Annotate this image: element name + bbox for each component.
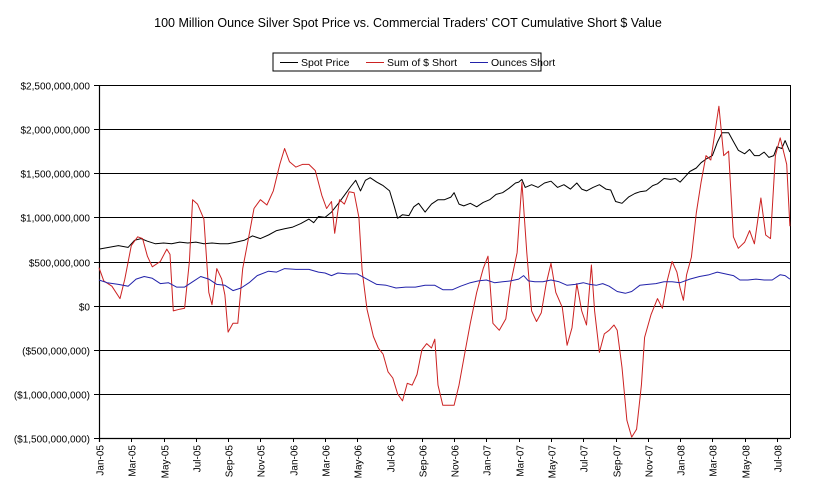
x-tick-label: Jul-05 — [193, 445, 204, 473]
x-tick-labels: Jan-05 Mar-05 May-05 Jul-05 Sep-05 Nov-05 Jan-… — [96, 438, 785, 478]
series-line-spot-price — [98, 132, 791, 250]
x-tick-label: Nov-06 — [451, 445, 462, 478]
y-tick-label: ($1,000,000,000) — [14, 391, 90, 402]
y-tick-label: $2,000,000,000 — [20, 126, 90, 137]
x-tick-label: Mar-06 — [322, 445, 333, 477]
x-tick-label: Jan-08 — [677, 445, 688, 476]
legend-label: Spot Price — [301, 57, 350, 69]
x-tick-label: Jan-05 — [96, 445, 107, 476]
y-tick-label: $1,500,000,000 — [20, 170, 90, 181]
x-tick-label: Jan-07 — [483, 445, 494, 476]
legend-label: Ounces Short — [491, 57, 555, 69]
y-tick-label: $1,000,000,000 — [20, 214, 90, 225]
y-tick-label: $0 — [79, 303, 91, 314]
x-tick-label: Jan-06 — [290, 445, 301, 476]
x-tick-label: Jul-08 — [774, 445, 785, 473]
x-tick-label: May-06 — [354, 445, 365, 479]
y-tick-label: $500,000,000 — [29, 259, 91, 270]
series-lines — [98, 105, 791, 438]
x-tick-label: Jul-07 — [580, 445, 591, 473]
x-tick-label: Mar-05 — [128, 445, 139, 477]
legend: Spot Price Sum of $ Short Ounces Short — [272, 52, 555, 72]
y-tick-label: ($1,500,000,000) — [14, 435, 90, 446]
x-tick-label: May-08 — [742, 445, 753, 479]
y-tick-label: $2,500,000,000 — [20, 82, 90, 93]
y-tick-label: ($500,000,000) — [22, 347, 90, 358]
legend-label: Sum of $ Short — [387, 57, 457, 69]
x-tick-label: Jul-06 — [387, 445, 398, 473]
x-tick-label: May-07 — [548, 445, 559, 479]
x-tick-label: Sep-06 — [419, 445, 430, 478]
chart-title: 100 Million Ounce Silver Spot Price vs. … — [154, 16, 662, 30]
series-line-ounces-short — [98, 268, 791, 294]
x-tick-label: Mar-07 — [516, 445, 527, 477]
x-tick-label: Nov-07 — [645, 445, 656, 478]
y-tick-labels: $2,500,000,000 $2,000,000,000 $1,500,000,0… — [14, 82, 91, 446]
series-line-sum-of-short — [98, 105, 791, 438]
x-tick-label: Mar-08 — [709, 445, 720, 477]
x-tick-label: Sep-05 — [225, 445, 236, 478]
gridlines — [94, 85, 790, 439]
x-tick-label: Nov-05 — [257, 445, 268, 478]
x-tick-label: May-05 — [161, 445, 172, 479]
legend-box — [272, 52, 542, 72]
x-tick-label: Sep-07 — [613, 445, 624, 478]
axes — [98, 85, 791, 442]
